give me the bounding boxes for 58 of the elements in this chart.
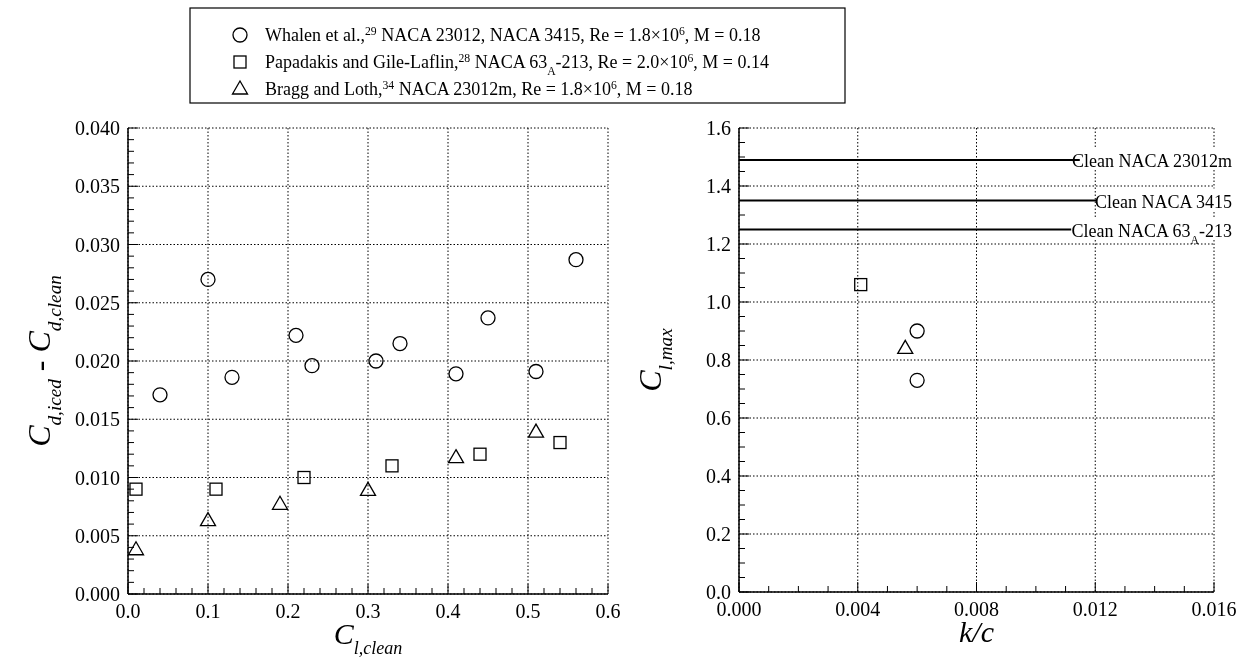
y-tick-label: 0.035 <box>75 175 120 198</box>
y-tick-label: 1.4 <box>706 175 731 197</box>
y-tick-label: 0.015 <box>75 408 120 431</box>
x-tick-label: 0.4 <box>435 600 461 622</box>
y-tick-label: 0.040 <box>75 117 120 139</box>
x-tick-label: 0.012 <box>1072 598 1118 620</box>
point <box>473 447 487 461</box>
point <box>368 353 384 369</box>
point <box>568 252 584 268</box>
point <box>909 323 925 339</box>
ref-line-label: Clean NACA 23012m <box>1072 150 1232 171</box>
y-tick-label: 0.020 <box>75 350 120 372</box>
y-tick-label: 0.2 <box>706 523 731 545</box>
y-tick-label: 1.2 <box>706 233 731 255</box>
point <box>392 335 408 352</box>
point <box>200 271 216 288</box>
ref-line-label: Clean NACA 63$_{A}$-213 <box>1071 220 1232 246</box>
ref-line-label: Clean NACA 3415 <box>1095 191 1232 212</box>
y-tick-label: 0.005 <box>75 524 120 547</box>
point <box>199 511 217 527</box>
point <box>209 482 223 496</box>
point <box>385 459 399 473</box>
x-tick-label: 0.6 <box>595 600 621 622</box>
point <box>271 495 289 510</box>
legend-label: Whalen et al.,$^{29}$ NACA 23012, NACA 3415, Re = 1.8×10$^{6}$, M = 0.18 <box>265 24 761 45</box>
y-tick-label: 1.0 <box>706 291 731 313</box>
point <box>288 327 304 344</box>
point <box>297 470 311 485</box>
point <box>553 435 567 450</box>
point <box>897 339 914 355</box>
legend-label: Bragg and Loth,$^{34}$ NACA 23012m, Re = 1.8×10$^{6}$, M = 0.18 <box>265 78 693 99</box>
y-tick-label: 0.025 <box>75 291 120 314</box>
x-tick-label: 0.016 <box>1191 598 1237 620</box>
x-tick-label: 0.2 <box>275 600 301 622</box>
point <box>152 387 168 403</box>
y-tick-label: 0.6 <box>706 407 731 429</box>
x-tick-label: 0.5 <box>515 600 541 622</box>
y-tick-label: 1.6 <box>706 117 731 139</box>
x-tick-label: 0.1 <box>195 600 221 622</box>
point <box>127 541 145 556</box>
legend-label: Papadakis and Gile-Laflin,$^{28}$ NACA 63$_{A}$-213, Re = 2.0×10$^{6}$, M = 0.14 <box>265 51 769 78</box>
point <box>854 277 868 292</box>
point <box>304 358 320 374</box>
y-tick-label: 0.010 <box>75 466 120 489</box>
point <box>359 481 377 496</box>
y-tick-label: 0.030 <box>75 233 120 256</box>
point <box>129 482 143 496</box>
point <box>447 449 465 464</box>
point <box>480 310 496 326</box>
y-tick-label: 0.0 <box>706 581 731 603</box>
point <box>909 372 925 388</box>
y-tick-label: 0.4 <box>706 465 731 487</box>
point <box>527 423 545 438</box>
y-tick-label: 0.8 <box>706 349 731 371</box>
point <box>528 363 544 380</box>
point <box>448 366 464 382</box>
point <box>224 369 240 385</box>
x-tick-label: 0.004 <box>835 598 881 620</box>
